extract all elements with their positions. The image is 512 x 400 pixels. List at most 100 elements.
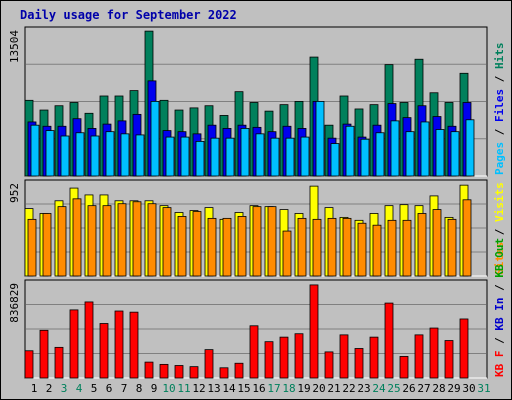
bar-kb-f-day-23 (354, 348, 364, 379)
x-label-day-31: 31 (477, 382, 490, 395)
bar-kb-f-day-1 (24, 350, 34, 379)
x-label-day-24: 24 (372, 382, 386, 395)
bar-sites-day-19 (297, 217, 307, 277)
legend-entry: Sites (493, 242, 506, 275)
panel-visits-sites: 952 Sites / Visits (8, 179, 506, 277)
bar-kb-f-day-22 (339, 334, 349, 379)
bar-sites-day-21 (327, 217, 337, 277)
x-label-day-6: 6 (106, 382, 113, 395)
bar-kb-f-day-19 (294, 333, 304, 379)
bar-kb-f-day-27 (414, 334, 424, 379)
bar-pages-day-28 (435, 129, 445, 177)
bar-sites-day-11 (177, 216, 187, 277)
bar-sites-day-1 (27, 218, 37, 277)
y-max-label: 952 (8, 183, 21, 203)
x-label-day-8: 8 (136, 382, 143, 395)
bar-pages-day-5 (90, 135, 100, 177)
bar-kb-f-day-13 (204, 349, 214, 379)
bar-pages-day-11 (180, 136, 190, 177)
bar-pages-day-8 (135, 134, 145, 177)
bar-sites-day-3 (57, 206, 67, 277)
legend-entry: KB F (493, 351, 506, 378)
bar-kb-f-day-2 (39, 329, 49, 379)
x-label-day-15: 15 (237, 382, 250, 395)
legend-entry: / (493, 222, 506, 242)
bar-kb-f-day-10 (159, 363, 169, 379)
x-label-day-22: 22 (342, 382, 355, 395)
bar-pages-day-14 (225, 137, 235, 177)
legend-entry: KB In (493, 298, 506, 331)
bar-sites-day-8 (132, 201, 142, 277)
legend-entry: / (493, 122, 506, 142)
legend-entry: Files (493, 89, 506, 122)
bar-pages-day-21 (330, 143, 340, 177)
bar-pages-day-12 (195, 141, 205, 177)
bar-pages-day-7 (120, 133, 130, 177)
bar-pages-day-27 (420, 121, 430, 177)
bar-kb-f-day-26 (399, 356, 409, 379)
bar-pages-day-23 (360, 138, 370, 177)
bar-sites-day-25 (387, 219, 397, 277)
x-label-day-13: 13 (207, 382, 220, 395)
bar-sites-day-16 (252, 206, 262, 277)
bar-pages-day-24 (375, 132, 385, 177)
x-label-day-12: 12 (192, 382, 205, 395)
bar-sites-day-15 (237, 216, 247, 277)
bar-sites-day-6 (102, 205, 112, 277)
x-label-day-3: 3 (61, 382, 68, 395)
x-label-day-14: 14 (222, 382, 236, 395)
y-max-label: 836829 (8, 283, 21, 323)
x-label-day-10: 10 (162, 382, 175, 395)
x-label-day-27: 27 (417, 382, 430, 395)
bar-kb-f-day-14 (219, 367, 229, 379)
bar-pages-day-26 (405, 131, 415, 177)
bar-kb-f-day-20 (309, 284, 319, 379)
panel-kbytes: 836829 KB F / KB In / KB Out (8, 238, 506, 379)
x-label-day-20: 20 (312, 382, 325, 395)
x-label-day-30: 30 (462, 382, 475, 395)
bar-pages-day-29 (450, 131, 460, 177)
chart-title: Daily usage for September 2022 (20, 8, 237, 22)
legend-entry: Visits (493, 182, 506, 222)
bar-sites-day-20 (312, 218, 322, 277)
bar-pages-day-3 (60, 135, 70, 177)
bar-kb-f-day-24 (369, 336, 379, 379)
x-label-day-18: 18 (282, 382, 295, 395)
bar-pages-day-20 (315, 100, 325, 177)
legend-visits-sites: Sites / Visits (493, 182, 506, 275)
bar-kb-f-day-17 (264, 341, 274, 379)
legend-entry: / (493, 331, 506, 351)
bar-pages-day-16 (255, 133, 265, 177)
bar-sites-day-10 (162, 207, 172, 277)
x-axis-labels: 1 2 3 4 5 6 7 8 9 10 11 12 13 14 15 16 17 18 19 20 21 22 23 24 2… (31, 382, 491, 395)
bar-sites-day-17 (267, 206, 277, 277)
bar-sites-day-4 (72, 198, 82, 277)
legend-entry: / (493, 69, 506, 89)
bar-kb-f-day-30 (459, 318, 469, 379)
legend-entry: / (493, 278, 506, 298)
bar-kb-f-day-8 (129, 311, 139, 379)
bar-sites-day-27 (417, 213, 427, 277)
bar-sites-day-5 (87, 205, 97, 277)
bar-kb-f-day-4 (69, 309, 79, 379)
bar-sites-day-14 (222, 217, 232, 277)
bar-sites-day-13 (207, 217, 217, 277)
bar-pages-day-1 (30, 124, 40, 177)
bar-kb-f-day-25 (384, 302, 394, 379)
chart-panels: 13504 Pages / Files / Hits 952 Sites / Visi… (8, 26, 506, 379)
bar-kb-f-day-7 (114, 310, 124, 379)
x-label-day-21: 21 (327, 382, 340, 395)
x-label-day-9: 9 (151, 382, 158, 395)
legend-hits-files-pages: Pages / Files / Hits (493, 43, 506, 176)
bar-kb-f-day-28 (429, 327, 439, 379)
bar-kb-f-day-18 (279, 336, 289, 379)
x-label-day-5: 5 (91, 382, 98, 395)
legend-entry: Hits (493, 43, 506, 70)
bar-sites-day-7 (117, 203, 127, 277)
bar-pages-day-19 (300, 136, 310, 177)
bar-kb-f-day-21 (324, 351, 334, 379)
bar-sites-day-23 (357, 222, 367, 277)
bar-pages-day-13 (210, 137, 220, 177)
panel-hits-files-pages: 13504 Pages / Files / Hits (8, 26, 506, 177)
